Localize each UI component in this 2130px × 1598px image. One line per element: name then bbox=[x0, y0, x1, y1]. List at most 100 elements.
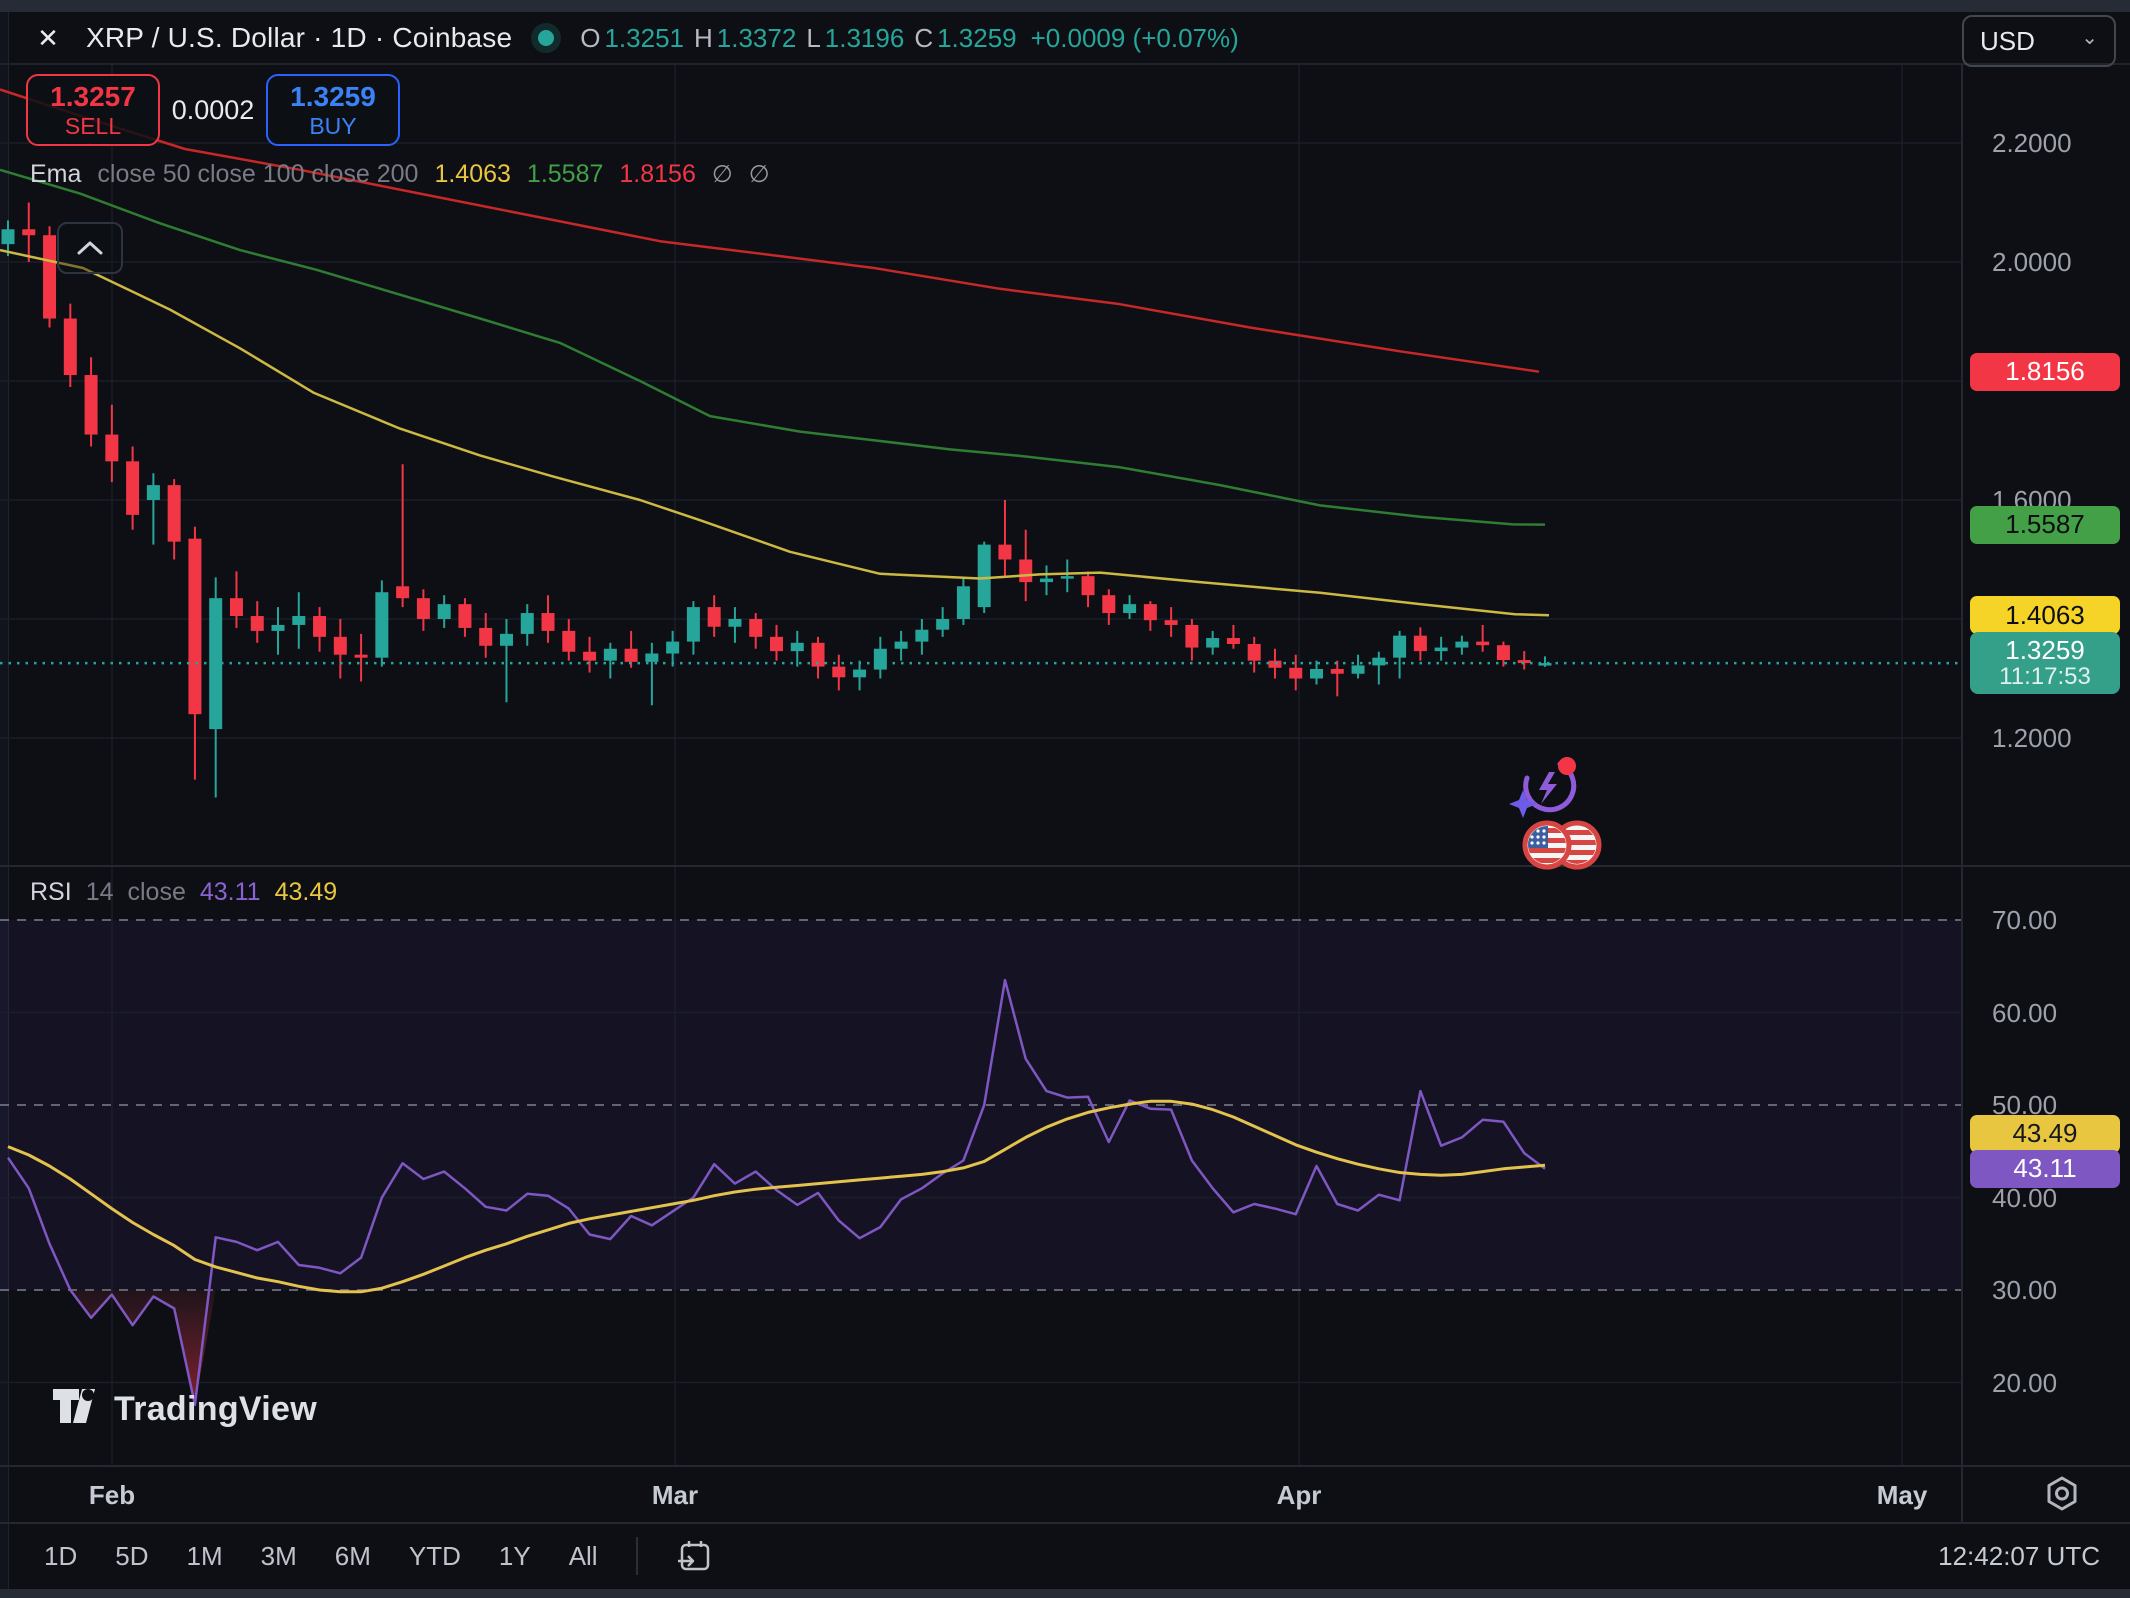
candle-body bbox=[541, 613, 555, 631]
candle-body bbox=[209, 598, 223, 730]
rsi-length: 14 bbox=[85, 878, 114, 906]
rsi-value-badge: 43.49 bbox=[1970, 1114, 2120, 1153]
rsi-ma-value: 43.49 bbox=[274, 878, 338, 906]
candle-body bbox=[936, 619, 950, 630]
candle-body bbox=[1289, 667, 1303, 679]
candle-body bbox=[229, 598, 243, 617]
candle-body bbox=[458, 604, 472, 628]
price-level-badge: 1.4063 bbox=[1970, 596, 2120, 635]
range-5d[interactable]: 5D bbox=[115, 1540, 149, 1571]
tradingview-logo[interactable]: TradingView bbox=[52, 1388, 317, 1430]
candle-body bbox=[583, 651, 597, 661]
left-pane-rail bbox=[0, 12, 9, 1589]
candle-body bbox=[853, 669, 867, 678]
candle-body bbox=[603, 648, 617, 661]
open-value: 1.3251 bbox=[604, 22, 684, 53]
open-label: O bbox=[580, 22, 601, 53]
us-flag-events-icon[interactable] bbox=[1522, 820, 1602, 870]
range-ytd[interactable]: YTD bbox=[408, 1540, 461, 1571]
candle-body bbox=[1247, 643, 1261, 661]
candle-body bbox=[1393, 635, 1407, 658]
ema-empty-icon: ∅ bbox=[711, 161, 733, 188]
rsi-source: close bbox=[127, 878, 186, 906]
candle-body bbox=[146, 485, 160, 500]
close-value: 1.3259 bbox=[937, 22, 1017, 53]
range-3m[interactable]: 3M bbox=[260, 1540, 297, 1571]
candle-body bbox=[499, 633, 513, 646]
candle-body bbox=[63, 318, 77, 376]
buy-label: BUY bbox=[309, 112, 357, 139]
range-1m[interactable]: 1M bbox=[186, 1540, 223, 1571]
candle-body bbox=[769, 636, 783, 652]
candle-body bbox=[749, 619, 763, 637]
rsi-value-badge: 43.11 bbox=[1970, 1149, 2120, 1188]
spread-value: 0.0002 bbox=[171, 94, 255, 125]
price-axis[interactable]: 2.2000 2.0000 1.6000 1.2000 1.8156 1.5587 1.40… bbox=[1962, 12, 2130, 1466]
chevron-up-icon bbox=[77, 241, 103, 255]
ai-event-icon[interactable] bbox=[1509, 757, 1577, 818]
price-axis-label: 2.0000 bbox=[1992, 247, 2072, 277]
candle-body bbox=[728, 619, 742, 627]
candle-body bbox=[645, 653, 659, 662]
candle-body bbox=[479, 627, 493, 646]
ohlc-readout: O 1.3251 H 1.3372 L 1.3196 C 1.3259 +0.0009 … bbox=[580, 23, 1239, 54]
utc-clock[interactable]: 12:42:07 UTC bbox=[1938, 1540, 2100, 1571]
candle-body bbox=[1496, 645, 1510, 661]
candle-body bbox=[624, 648, 638, 662]
candle-body bbox=[1206, 638, 1220, 648]
ema100-value: 1.5587 bbox=[526, 160, 604, 188]
ema-params: close 50 close 100 close 200 bbox=[97, 160, 419, 188]
rsi-legend[interactable]: RSI 14 close 43.11 43.49 bbox=[30, 878, 337, 907]
candle-body bbox=[1060, 576, 1074, 579]
candle-body bbox=[22, 229, 36, 236]
candle-body bbox=[333, 636, 347, 655]
candle-body bbox=[1310, 668, 1324, 679]
go-to-date-icon[interactable] bbox=[676, 1537, 714, 1575]
candle-body bbox=[1226, 638, 1240, 644]
rsi-axis-label: 60.00 bbox=[1992, 997, 2058, 1028]
candle-body bbox=[1081, 576, 1095, 596]
sell-label: SELL bbox=[64, 112, 122, 139]
candle-body bbox=[1517, 660, 1531, 664]
range-1y[interactable]: 1Y bbox=[498, 1540, 531, 1571]
range-6m[interactable]: 6M bbox=[334, 1540, 371, 1571]
sell-button[interactable]: 1.3257 SELL bbox=[26, 74, 160, 146]
time-axis-month: Mar bbox=[651, 1480, 699, 1510]
chart-event-icons bbox=[1505, 752, 1615, 877]
buy-button[interactable]: 1.3259 BUY bbox=[266, 74, 400, 146]
ema-legend[interactable]: Ema close 50 close 100 close 200 1.4063 … bbox=[30, 160, 770, 189]
range-all[interactable]: All bbox=[568, 1540, 598, 1571]
currency-dropdown[interactable]: USD ⌄ bbox=[1962, 15, 2116, 67]
low-label: L bbox=[806, 22, 821, 53]
gear-icon[interactable] bbox=[2042, 1474, 2082, 1519]
collapse-pane-button[interactable] bbox=[57, 222, 123, 274]
candle-body bbox=[1143, 604, 1157, 621]
ema-empty-icon: ∅ bbox=[748, 161, 770, 188]
window-bottom-strip bbox=[0, 1589, 2130, 1598]
candle-body bbox=[1040, 578, 1053, 583]
candle-body bbox=[396, 586, 410, 599]
range-1d[interactable]: 1D bbox=[44, 1540, 78, 1571]
rsi-value: 43.11 bbox=[199, 878, 261, 906]
symbol-title[interactable]: XRP / U.S. Dollar · 1D · Coinbase bbox=[86, 22, 513, 53]
candle-body bbox=[188, 538, 202, 715]
rsi-ma-line bbox=[7, 1099, 1546, 1294]
candle-body bbox=[43, 235, 57, 319]
high-value: 1.3372 bbox=[716, 22, 797, 53]
candle-body bbox=[915, 629, 929, 642]
candle-countdown: 11:17:53 bbox=[1999, 663, 2091, 691]
candle-body bbox=[707, 607, 721, 627]
ema200-value: 1.8156 bbox=[619, 160, 696, 188]
candle-body bbox=[1413, 635, 1427, 652]
high-label: H bbox=[694, 22, 713, 53]
candle-body bbox=[1164, 620, 1178, 625]
trade-panel: 1.3257 SELL 0.0002 1.3259 BUY bbox=[26, 74, 400, 146]
market-status-dot bbox=[538, 30, 555, 46]
ema-line bbox=[0, 248, 1550, 617]
change-value: +0.0009 (+0.07%) bbox=[1030, 22, 1239, 53]
close-icon[interactable]: ✕ bbox=[37, 22, 59, 53]
chevron-down-icon: ⌄ bbox=[2081, 26, 2098, 49]
time-axis[interactable]: Feb Mar Apr May bbox=[0, 1466, 2130, 1523]
